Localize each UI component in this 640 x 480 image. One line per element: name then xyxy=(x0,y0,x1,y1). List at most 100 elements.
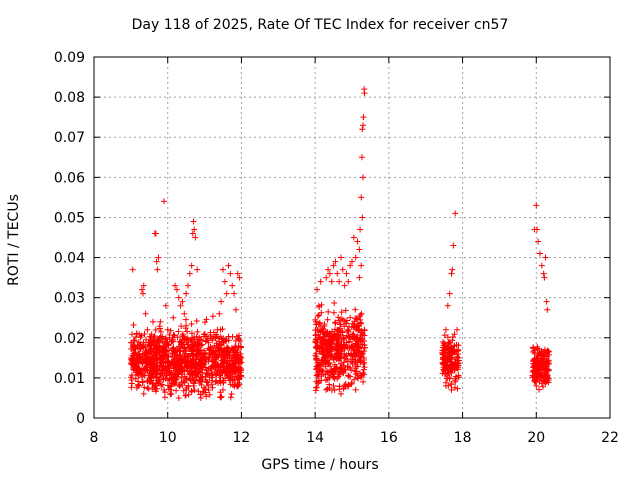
data-point xyxy=(181,353,188,360)
data-point xyxy=(189,346,196,353)
data-point xyxy=(341,323,348,330)
data-point xyxy=(238,354,245,361)
data-point xyxy=(313,366,320,373)
data-point xyxy=(166,334,173,341)
data-point xyxy=(534,343,541,350)
data-point xyxy=(361,338,368,345)
data-point xyxy=(164,341,171,348)
data-point xyxy=(192,234,199,241)
data-point xyxy=(200,361,207,368)
data-point xyxy=(441,354,448,361)
data-point xyxy=(331,386,338,393)
data-point xyxy=(219,326,226,333)
data-point xyxy=(237,356,244,363)
data-point xyxy=(352,315,359,322)
data-point xyxy=(158,370,165,377)
data-point xyxy=(333,341,340,348)
data-point xyxy=(313,355,320,362)
plot-frame xyxy=(93,56,611,419)
data-point xyxy=(204,370,211,377)
y-tick-label: 0.08 xyxy=(54,90,85,106)
data-point xyxy=(170,358,177,365)
data-point xyxy=(232,306,239,313)
data-point xyxy=(360,174,367,181)
data-point xyxy=(187,371,194,378)
data-point xyxy=(148,345,155,352)
data-point xyxy=(234,364,241,371)
data-point xyxy=(133,330,140,337)
data-point xyxy=(131,358,138,365)
data-point xyxy=(330,382,337,389)
data-point xyxy=(203,393,210,400)
data-point xyxy=(314,373,321,380)
data-point xyxy=(213,340,220,347)
data-point xyxy=(323,349,330,356)
data-point xyxy=(323,386,330,393)
data-point xyxy=(227,270,234,277)
data-point xyxy=(131,343,138,350)
data-point xyxy=(199,363,206,370)
data-point xyxy=(212,378,219,385)
data-point xyxy=(324,345,331,352)
x-tick-label: 8 xyxy=(90,430,99,446)
data-point xyxy=(346,364,353,371)
data-point xyxy=(318,346,325,353)
data-point xyxy=(202,338,209,345)
data-point xyxy=(352,386,359,393)
data-point xyxy=(165,363,172,370)
data-point xyxy=(332,319,339,326)
data-point xyxy=(360,360,367,367)
data-point xyxy=(356,246,363,253)
data-point xyxy=(341,382,348,389)
data-point xyxy=(532,378,539,385)
data-point xyxy=(161,351,168,358)
data-point xyxy=(349,336,356,343)
data-point xyxy=(199,341,206,348)
data-point xyxy=(356,355,363,362)
data-point xyxy=(327,346,334,353)
data-point xyxy=(151,354,158,361)
y-tick-label: 0.02 xyxy=(54,331,85,347)
data-point xyxy=(129,372,136,379)
data-point xyxy=(220,266,226,273)
data-point xyxy=(345,278,352,285)
data-point xyxy=(234,270,241,277)
data-point xyxy=(354,238,361,245)
data-point xyxy=(352,254,359,261)
data-point xyxy=(142,310,149,317)
data-point xyxy=(220,386,226,393)
data-point xyxy=(445,369,452,376)
data-point xyxy=(198,337,205,344)
data-point xyxy=(343,317,350,324)
data-point xyxy=(170,314,177,321)
data-point xyxy=(444,375,451,382)
data-point xyxy=(540,360,547,367)
data-point xyxy=(330,309,337,316)
data-point xyxy=(148,372,155,379)
data-point xyxy=(174,371,181,378)
data-point xyxy=(356,274,363,281)
data-point xyxy=(339,266,346,273)
data-point xyxy=(327,354,334,361)
x-tick-label: 18 xyxy=(454,430,472,446)
data-point xyxy=(336,278,343,285)
data-point xyxy=(361,371,368,378)
data-point xyxy=(354,316,361,323)
data-point xyxy=(185,391,192,398)
data-point xyxy=(159,362,166,369)
data-point xyxy=(543,371,550,378)
data-point xyxy=(227,374,234,381)
data-point xyxy=(335,314,342,321)
data-point xyxy=(160,344,167,351)
data-point xyxy=(325,374,332,381)
data-point xyxy=(220,379,227,386)
data-point xyxy=(205,339,212,346)
data-point xyxy=(223,290,230,297)
data-point xyxy=(153,370,160,377)
data-point xyxy=(209,384,216,391)
data-point xyxy=(337,390,344,397)
data-point xyxy=(196,342,203,349)
data-point xyxy=(162,302,169,309)
data-point xyxy=(440,367,447,374)
